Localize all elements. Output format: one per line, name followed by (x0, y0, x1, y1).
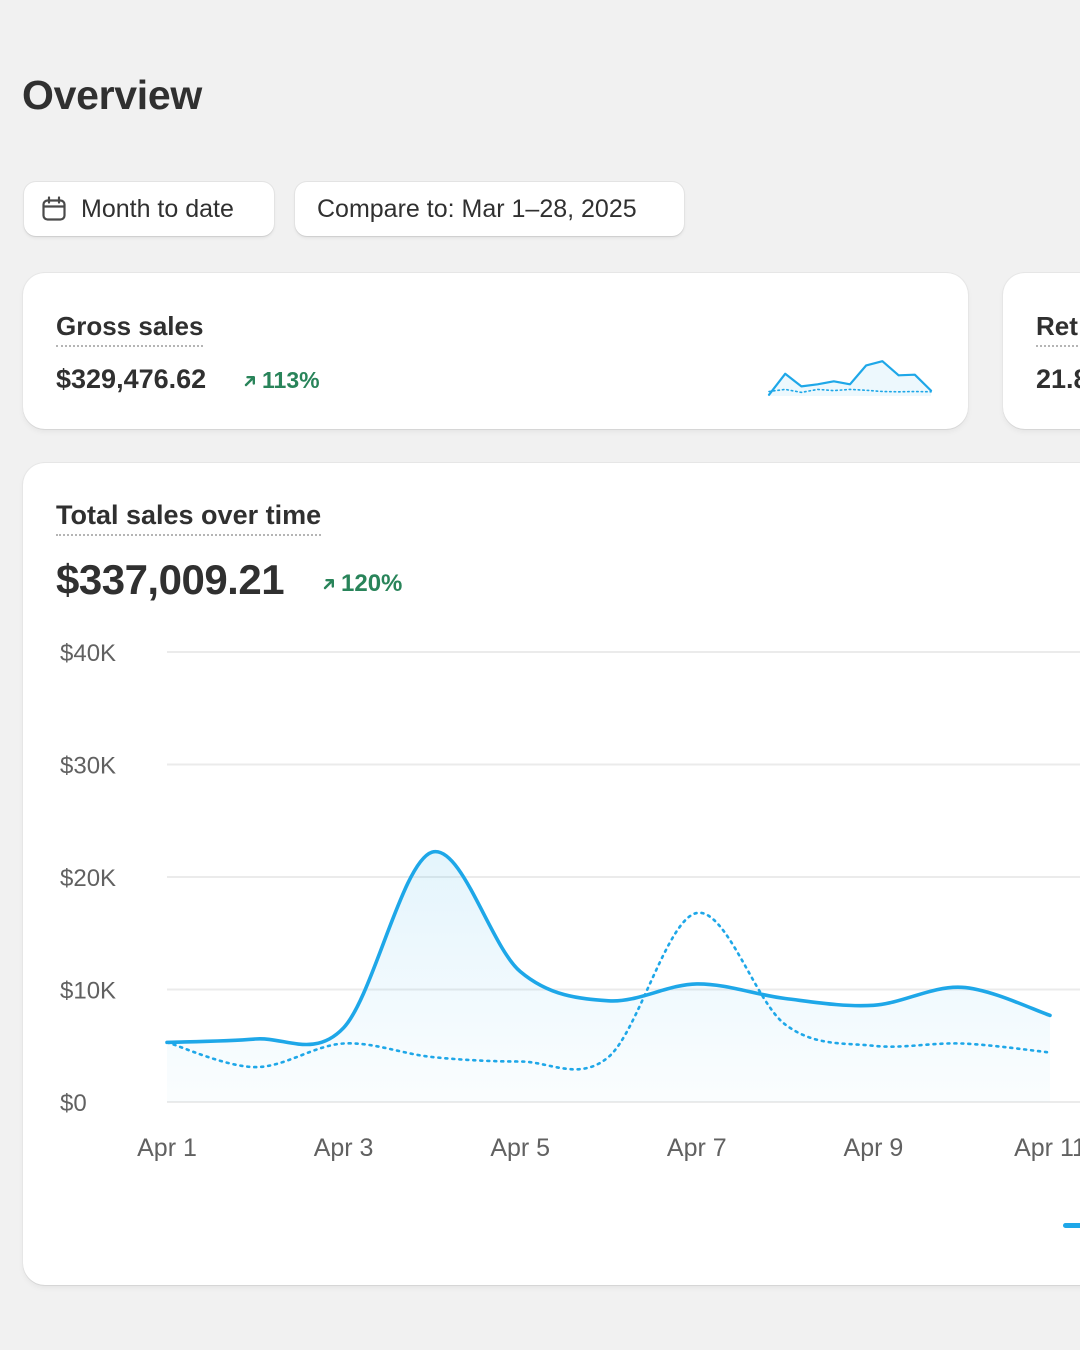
sparkline-current (767, 360, 933, 396)
series-area-current (167, 851, 1050, 1102)
x-tick-label: Apr 3 (314, 1134, 374, 1162)
y-tick-label: $40K (60, 640, 116, 667)
legend-current-swatch[interactable] (1063, 1223, 1080, 1228)
x-tick-label: Apr 11 (1014, 1134, 1080, 1162)
calendar-icon (40, 195, 68, 223)
data-point-comparison[interactable] (245, 1057, 265, 1077)
chart-total-value: $337,009.21 (56, 556, 285, 603)
data-point-comparison[interactable] (863, 1036, 883, 1056)
x-tick-label: Apr 5 (490, 1134, 550, 1162)
data-point-current[interactable] (422, 842, 442, 862)
y-tick-label: $10K (60, 978, 116, 1005)
data-point-comparison[interactable] (1040, 1043, 1060, 1063)
date-range-button[interactable]: Month to date (24, 182, 274, 236)
x-tick-label: Apr 9 (844, 1134, 904, 1162)
compare-label: Compare to: Mar 1–28, 2025 (317, 194, 637, 223)
data-point-comparison[interactable] (775, 1014, 795, 1034)
data-point-comparison[interactable] (422, 1047, 442, 1067)
data-point-comparison[interactable] (687, 903, 707, 923)
sparkline-area (769, 361, 931, 396)
sparkline-comparison (768, 388, 932, 394)
compare-button[interactable]: Compare to: Mar 1–28, 2025 (295, 182, 684, 236)
metric-value-gross-sales: $329,476.62 (56, 364, 207, 394)
data-point-current[interactable] (687, 974, 707, 994)
data-point-current[interactable] (952, 977, 972, 997)
data-point-current[interactable] (599, 991, 619, 1011)
y-tick-label: $30K (60, 753, 116, 780)
metric-delta-value: 113% (262, 367, 320, 393)
metric-label-returns[interactable]: Ret (1036, 311, 1078, 347)
data-point-comparison[interactable] (157, 1032, 177, 1052)
returns-card[interactable] (1003, 273, 1080, 429)
data-point-comparison[interactable] (334, 1034, 354, 1054)
y-tick-label: $0 (60, 1090, 87, 1117)
chart-delta: 120% (322, 570, 402, 598)
page-title: Overview (22, 72, 202, 118)
gross-sales-sparkline (767, 360, 933, 396)
data-point-current[interactable] (863, 995, 883, 1015)
series-line-current[interactable] (165, 850, 1052, 1047)
arrow-up-right-icon (322, 577, 336, 591)
series-line-comparison[interactable] (165, 911, 1052, 1071)
data-point-current[interactable] (1040, 1005, 1060, 1025)
arrow-up-right-icon (243, 374, 257, 388)
metric-value-returns: 21.8 (1036, 364, 1080, 394)
x-tick-label: Apr 1 (137, 1134, 197, 1162)
data-point-comparison[interactable] (952, 1034, 972, 1054)
data-point-current[interactable] (775, 989, 795, 1009)
data-point-current[interactable] (245, 1029, 265, 1049)
metric-label-gross-sales[interactable]: Gross sales (56, 311, 204, 347)
data-point-comparison[interactable] (510, 1052, 530, 1072)
y-tick-label: $20K (60, 865, 116, 892)
sales-line-chart[interactable]: $0 $10K $20K $30K $40K Apr 1 Apr 3 Apr 5 Apr 7 Ap… (0, 620, 1080, 1200)
date-range-label: Month to date (81, 194, 234, 223)
chart-delta-value: 120% (341, 570, 403, 597)
data-point-comparison[interactable] (599, 1047, 619, 1067)
gross-sales-card[interactable] (23, 273, 968, 429)
data-point-current[interactable] (510, 962, 530, 982)
total-sales-card (23, 463, 1080, 1285)
x-tick-label: Apr 7 (667, 1134, 727, 1162)
metric-delta-gross-sales: 113% (243, 367, 320, 394)
chart-title[interactable]: Total sales over time (56, 500, 322, 536)
